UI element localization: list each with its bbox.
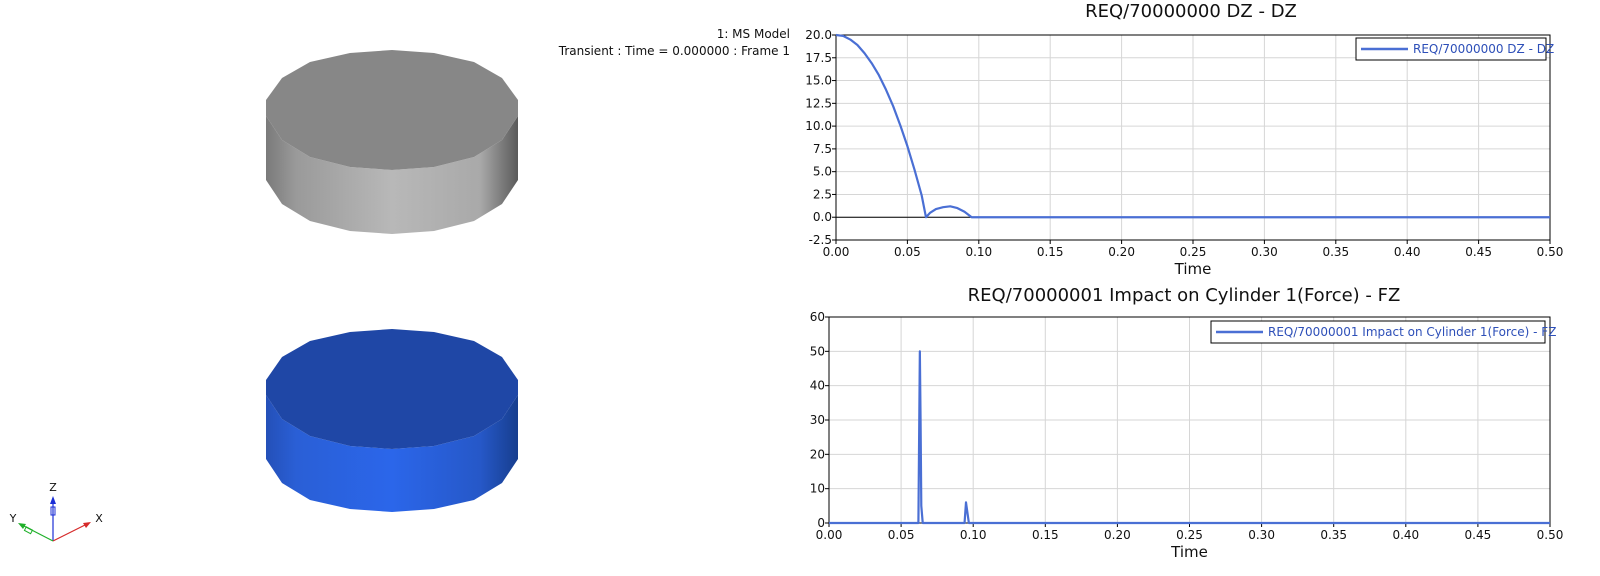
model-viewport[interactable]: 1: MS Model Transient : Time = 0.000000 … [0, 0, 800, 576]
force-plot-y-tick-label: 50 [810, 344, 825, 358]
distance-plot-y-tick-label: 2.5 [813, 187, 832, 201]
distance-plot-y-tick-label: 12.5 [805, 96, 832, 110]
force-plot-y-tick-label: 10 [810, 482, 825, 496]
force-plot-y-tick-label: 40 [810, 379, 825, 393]
force-plot-x-tick-label: 0.15 [1032, 528, 1059, 542]
force-plot-x-tick-label: 0.30 [1248, 528, 1275, 542]
force-plot-x-tick-label: 0.10 [960, 528, 987, 542]
force-plot-y-tick-label: 0 [817, 516, 825, 530]
distance-plot-title: REQ/70000000 DZ - DZ [1085, 1, 1297, 22]
distance-plot-x-tick-label: 0.10 [965, 245, 992, 259]
force-plot-x-tick-label: 0.00 [816, 528, 843, 542]
force-plot-y-tick-label: 20 [810, 447, 825, 461]
lower-cylinder-top [266, 329, 518, 449]
force-plot-series-line [829, 350, 1550, 525]
upper-cylinder-top [266, 50, 518, 170]
distance-plot-x-tick-label: 0.05 [894, 245, 921, 259]
force-plot-y-tick-label: 60 [810, 310, 825, 324]
force-plot-x-tick-label: 0.45 [1465, 528, 1492, 542]
distance-plot-y-axis-label: Distance (mm) [800, 82, 802, 193]
distance-plot-y-tick-label: 15.0 [805, 74, 832, 88]
force-plot-title: REQ/70000001 Impact on Cylinder 1(Force)… [967, 285, 1401, 306]
force-plot-canvas[interactable]: 0.00 0.05 0.10 0.15 0.20 0.25 0.30 0.35 0.40 0.45… [800, 284, 1600, 576]
lower-cylinder-side [266, 395, 518, 512]
force-plot-grid [828, 316, 1551, 524]
force-plot-x-axis-label: Time [1170, 543, 1208, 561]
distance-plot-grid [835, 34, 1551, 241]
force-plot-x-tick-label: 0.50 [1537, 528, 1564, 542]
distance-plot-x-tick-label: 0.20 [1108, 245, 1135, 259]
distance-plot-x-tick-label: 0.35 [1322, 245, 1349, 259]
distance-plot-x-tick-label: 0.15 [1037, 245, 1064, 259]
force-plot-x-tick-label: 0.05 [888, 528, 915, 542]
force-plot-x-tick-label: 0.35 [1320, 528, 1347, 542]
force-plot-legend-label: REQ/70000001 Impact on Cylinder 1(Force)… [1268, 325, 1556, 339]
distance-plot-x-tick-label: 0.45 [1465, 245, 1492, 259]
distance-plot-y-tick-label: 0.0 [813, 210, 832, 224]
force-plot-x-tick-label: 0.40 [1392, 528, 1419, 542]
distance-plot[interactable]: REQ/70000000 DZ - DZ 0.00 0.05 0.10 0.15 0.2… [800, 0, 1600, 284]
distance-plot-x-tick-label: 0.40 [1394, 245, 1421, 259]
upper-cylinder[interactable] [266, 50, 518, 234]
force-plot-legend: REQ/70000001 Impact on Cylinder 1(Force)… [1210, 320, 1556, 344]
distance-plot-series-line [835, 33, 1550, 219]
distance-plot-legend-box [1355, 37, 1547, 61]
distance-plot-y-tick-label: 17.5 [805, 51, 832, 65]
force-plot-legend-box [1210, 320, 1546, 344]
force-plot-y-tick-label: 30 [810, 413, 825, 427]
distance-plot-y-tick-label: 20.0 [805, 28, 832, 42]
distance-plot-y-tick-label: 5.0 [813, 165, 832, 179]
upper-cylinder-side [266, 116, 518, 234]
frame-label: Transient : Time = 0.000000 : Frame 1 [558, 44, 790, 58]
distance-plot-legend-label: REQ/70000000 DZ - DZ [1413, 42, 1554, 56]
model-scene[interactable] [0, 0, 800, 576]
distance-plot-x-tick-label: 0.50 [1537, 245, 1564, 259]
distance-plot-x-axis-label: Time [1174, 260, 1212, 278]
distance-plot-x-tick-label: 0.25 [1180, 245, 1207, 259]
distance-plot-y-tick-label: 10.0 [805, 119, 832, 133]
force-plot-x-tick-label: 0.20 [1104, 528, 1131, 542]
distance-plot-canvas[interactable]: 0.00 0.05 0.10 0.15 0.20 0.25 0.30 0.35 0.40 0.45… [800, 0, 1600, 284]
lower-cylinder[interactable] [266, 329, 518, 512]
model-label: 1: MS Model [716, 27, 790, 41]
force-plot-x-tick-label: 0.25 [1176, 528, 1203, 542]
distance-plot-y-tick-label: 7.5 [813, 142, 832, 156]
distance-plot-x-tick-label: 0.30 [1251, 245, 1278, 259]
distance-plot-x-tick-label: 0.00 [823, 245, 850, 259]
distance-plot-y-tick-label: -2.5 [809, 233, 832, 247]
force-plot[interactable]: REQ/70000001 Impact on Cylinder 1(Force)… [800, 284, 1600, 576]
distance-plot-legend: REQ/70000000 DZ - DZ [1355, 37, 1554, 61]
